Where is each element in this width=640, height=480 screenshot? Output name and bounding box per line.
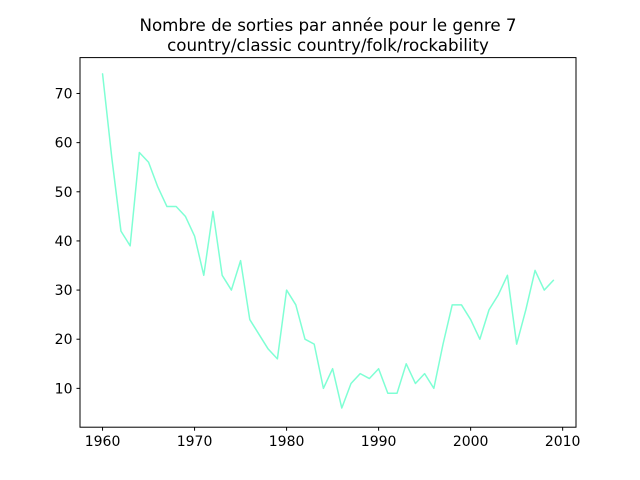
x-tick-label: 2010 (545, 434, 581, 450)
x-tick-label: 1980 (269, 434, 305, 450)
y-tick-label: 10 (55, 381, 73, 397)
x-tick-label: 1990 (361, 434, 397, 450)
x-tick-label: 1970 (177, 434, 213, 450)
y-tick-label: 50 (55, 185, 73, 201)
data-line (101, 73, 555, 409)
y-tick-label: 30 (55, 283, 73, 299)
x-tick-label: 2000 (453, 434, 489, 450)
chart-title-line2: country/classic country/folk/rockability (167, 35, 489, 56)
chart-title-line1: Nombre de sorties par année pour le genr… (139, 15, 517, 35)
plot-area (79, 57, 577, 428)
y-tick-label: 40 (55, 234, 73, 250)
chart-title: Nombre de sorties par année pour le genr… (80, 15, 576, 56)
y-tick-label: 20 (55, 332, 73, 348)
x-tick-label: 1960 (85, 434, 121, 450)
y-tick-label: 70 (55, 86, 73, 102)
y-tick-label: 60 (55, 136, 73, 152)
